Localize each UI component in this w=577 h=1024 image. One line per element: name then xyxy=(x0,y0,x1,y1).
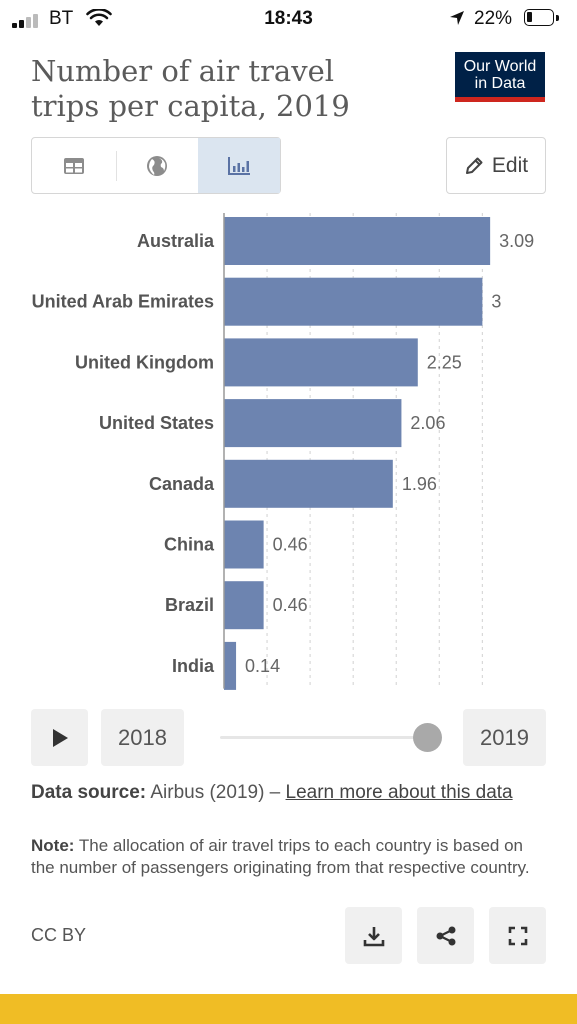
table-icon xyxy=(64,157,84,174)
category-label: Brazil xyxy=(165,595,214,615)
source-label: Data source: xyxy=(31,782,147,803)
end-year-button[interactable]: 2019 xyxy=(463,709,546,766)
share-button[interactable] xyxy=(417,907,474,964)
play-icon xyxy=(52,728,68,747)
license-label[interactable]: CC BY xyxy=(31,925,87,945)
bar xyxy=(224,399,402,448)
battery-icon xyxy=(524,9,554,26)
fullscreen-button[interactable] xyxy=(489,907,546,964)
value-label: 0.46 xyxy=(273,535,308,555)
carrier-name: BT xyxy=(49,8,74,29)
value-label: 0.14 xyxy=(245,656,280,676)
category-label: United Kingdom xyxy=(75,352,214,372)
category-label: United States xyxy=(99,413,214,433)
category-label: United Arab Emirates xyxy=(32,292,214,312)
share-icon xyxy=(436,926,455,945)
category-label: China xyxy=(164,535,215,555)
bottom-accent-bar xyxy=(0,994,577,1024)
fullscreen-icon xyxy=(508,926,527,945)
signal-icon xyxy=(12,14,44,28)
location-arrow-icon xyxy=(450,11,464,25)
category-label: Australia xyxy=(137,231,215,251)
value-label: 1.96 xyxy=(402,474,437,494)
bar xyxy=(224,338,418,387)
logo-line-2: in Data xyxy=(474,75,526,92)
bar-chart: Australia 3.09 United Arab Emirates 3 United… xyxy=(32,213,534,690)
value-label: 0.46 xyxy=(273,595,308,615)
bar xyxy=(224,641,237,690)
tab-table[interactable] xyxy=(32,138,116,193)
value-label: 3 xyxy=(491,292,501,312)
download-button[interactable] xyxy=(345,907,402,964)
status-bar: BT 18:43 22% xyxy=(0,0,577,36)
value-label: 3.09 xyxy=(499,231,534,251)
value-label: 2.06 xyxy=(410,413,445,433)
note-label: Note: xyxy=(31,836,75,855)
bar xyxy=(224,217,491,265)
bar xyxy=(224,459,393,508)
owid-logo[interactable]: Our World in Data xyxy=(455,52,545,102)
bar xyxy=(224,581,264,630)
learn-more-link[interactable]: Learn more about this data xyxy=(285,782,513,803)
chart-title: Number of air travel trips per capita, 2… xyxy=(31,54,350,123)
timeline-track[interactable] xyxy=(220,736,430,739)
globe-icon xyxy=(147,155,167,176)
bar xyxy=(224,520,264,569)
value-label: 2.25 xyxy=(427,352,462,372)
play-button[interactable] xyxy=(31,709,88,766)
note-text: The allocation of air travel trips to ea… xyxy=(31,836,530,877)
start-year-button[interactable]: 2018 xyxy=(101,709,184,766)
tab-chart[interactable] xyxy=(198,138,280,193)
logo-line-1: Our World xyxy=(463,58,537,75)
source-text: Airbus (2019) – xyxy=(150,782,281,803)
timeline-handle[interactable] xyxy=(413,723,442,752)
view-tabs xyxy=(31,137,281,194)
tab-map[interactable] xyxy=(116,138,198,193)
download-icon xyxy=(363,926,384,946)
battery-percent: 22% xyxy=(474,8,513,29)
bar-chart-icon xyxy=(228,156,250,175)
data-source: Data source: Airbus (2019) – Learn more … xyxy=(31,781,546,804)
bar xyxy=(224,277,483,326)
wifi-icon xyxy=(86,9,112,26)
category-label: India xyxy=(172,656,215,676)
pencil-icon xyxy=(465,157,483,174)
note: Note: The allocation of air travel trips… xyxy=(31,835,546,879)
clock: 18:43 xyxy=(264,8,313,29)
category-label: Canada xyxy=(149,474,215,494)
edit-button[interactable]: Edit xyxy=(446,137,546,194)
edit-label: Edit xyxy=(491,153,529,177)
